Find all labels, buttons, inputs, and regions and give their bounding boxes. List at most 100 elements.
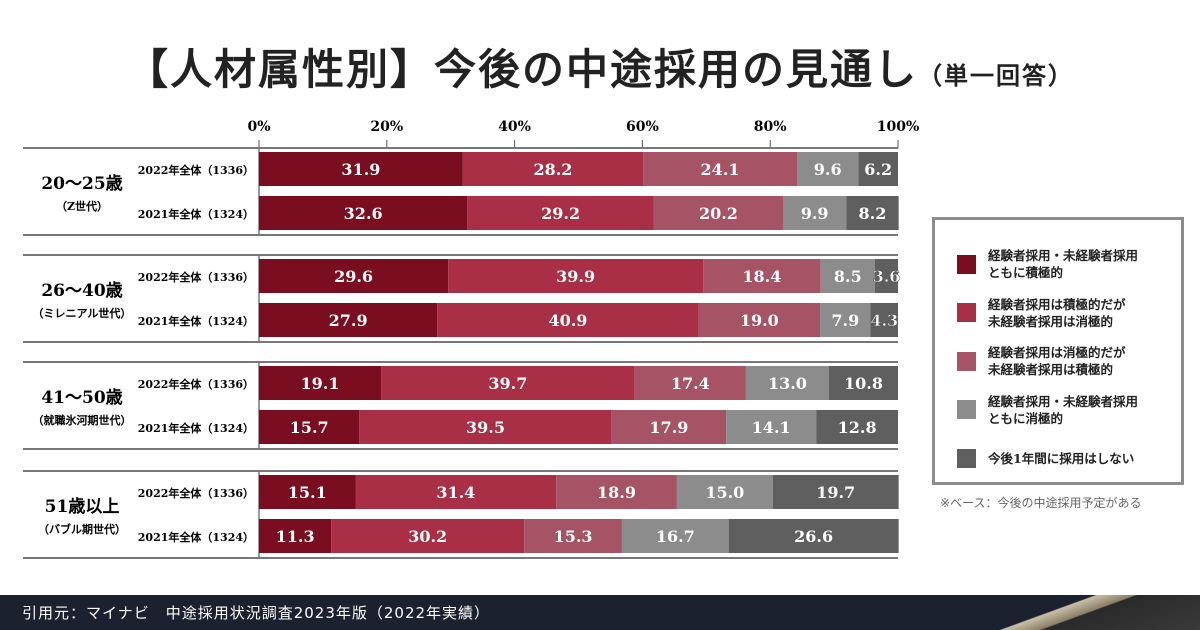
base-note: ※ベース：今後の中途採用予定がある: [940, 496, 1142, 510]
x-tick-label: 40%: [498, 119, 531, 135]
row-label: 2021年全体（1324）: [138, 421, 254, 435]
legend-label: 経験者採用・未経験者採用 ともに積極的: [988, 248, 1139, 281]
bar-value-label: 7.9: [831, 311, 859, 330]
bar-value-label: 4.3: [870, 311, 898, 330]
legend-item: 今後1年間に採用はしない: [957, 434, 1181, 483]
legend-label: 今後1年間に採用はしない: [988, 450, 1135, 466]
bar-segment: [782, 196, 847, 230]
bar-segment: [874, 259, 898, 293]
bar-value-label: 30.2: [408, 527, 447, 546]
row-label: 2022年全体（1336）: [138, 486, 254, 500]
legend-label: 経験者採用・未経験者採用 ともに消極的: [988, 393, 1139, 426]
bar-segment: [745, 366, 829, 400]
bar-segment: [820, 303, 871, 337]
legend-item: 経験者採用は積極的だが 未経験者採用は消極的: [957, 289, 1181, 338]
bar-value-label: 8.2: [859, 204, 887, 223]
row-label: 2022年全体（1336）: [138, 163, 254, 177]
bar-segment: [259, 303, 438, 337]
bar-value-label: 11.3: [276, 527, 315, 546]
bar-value-label: 28.2: [533, 160, 572, 179]
legend: 経験者採用・未経験者採用 ともに積極的 経験者採用は積極的だが 未経験者採用は消極的…: [932, 217, 1184, 485]
bar-segment: [259, 259, 449, 293]
bar-segment: [331, 519, 525, 553]
bar-value-label: 9.6: [814, 160, 842, 179]
bar-segment: [524, 519, 622, 553]
bar-segment: [448, 259, 704, 293]
bar-value-label: 27.9: [329, 311, 368, 330]
bar-value-label: 39.5: [466, 418, 505, 437]
legend-item: 経験者採用・未経験者採用 ともに消極的: [957, 386, 1181, 435]
bar-value-label: 17.9: [649, 418, 688, 437]
bar-value-label: 14.1: [752, 418, 791, 437]
bar-segment: [556, 475, 677, 509]
stacked-bar-chart: 0% 20% 40% 60% 80% 100% 20～25歳 （Z世代） 2022年全体（133…: [23, 119, 919, 559]
bar-segment: [820, 259, 875, 293]
x-tick-label: 60%: [626, 119, 659, 135]
bar-segment: [797, 152, 859, 186]
bar-segment: [437, 303, 699, 337]
bar-value-label: 19.7: [816, 483, 855, 502]
bar-segment: [467, 196, 654, 230]
bar-segment: [359, 410, 612, 444]
bar-value-label: 16.7: [656, 527, 695, 546]
legend-item: 経験者採用は消極的だが 未経験者採用は積極的: [957, 337, 1181, 386]
decorative-stripe: [960, 595, 1200, 630]
subtitle-text: （単一回答）: [918, 61, 1074, 90]
bar-value-label: 6.2: [864, 160, 892, 179]
legend-swatch: [957, 400, 976, 420]
bar-segment: [676, 475, 773, 509]
bar-segment: [611, 410, 727, 444]
bar-value-label: 31.9: [341, 160, 380, 179]
bar-segment: [653, 196, 783, 230]
bar-segment: [816, 410, 898, 444]
bar-segment: [634, 366, 746, 400]
bar-segment: [643, 152, 798, 186]
bar-value-label: 39.7: [488, 374, 527, 393]
bar-value-label: 15.3: [554, 527, 593, 546]
bar-value-label: 9.9: [801, 204, 829, 223]
bar-value-label: 19.0: [740, 311, 779, 330]
bar-value-label: 13.0: [768, 374, 807, 393]
legend-swatch: [957, 351, 976, 371]
bar-segment: [259, 152, 463, 186]
bar-value-label: 29.6: [334, 267, 373, 286]
legend-item: 経験者採用・未経験者採用 ともに積極的: [957, 240, 1181, 289]
legend-label: 経験者採用は消極的だが 未経験者採用は積極的: [988, 345, 1126, 378]
bar-segment: [462, 152, 644, 186]
chart-title: 【人材属性別】今後の中途採用の見通し（単一回答）: [0, 36, 1200, 97]
bar-value-label: 15.7: [290, 418, 329, 437]
bar-segment: [772, 475, 899, 509]
bar-segment: [381, 366, 635, 400]
bar-segment: [846, 196, 899, 230]
group-sublabel: （ミレニアル世代）: [33, 306, 132, 320]
bar-segment: [728, 519, 899, 553]
bar-value-label: 40.9: [548, 311, 587, 330]
group-sublabel: （Z世代）: [56, 199, 108, 213]
bar-value-label: 29.2: [541, 204, 580, 223]
x-tick-label: 20%: [370, 119, 403, 135]
bar-value-label: 31.4: [436, 483, 475, 502]
x-tick-label: 0%: [247, 119, 270, 135]
bar-segment: [259, 519, 332, 553]
row-label: 2022年全体（1336）: [138, 270, 254, 284]
group-label: 20～25歳: [41, 173, 122, 194]
row-label: 2021年全体（1324）: [138, 314, 254, 328]
bar-value-label: 3.6: [873, 267, 901, 286]
legend-swatch: [957, 254, 976, 274]
bar-segment: [828, 366, 898, 400]
group-sublabel: （バブル期世代）: [38, 522, 126, 536]
bar-segment: [858, 152, 898, 186]
row-label: 2022年全体（1336）: [138, 377, 254, 391]
bar-value-label: 18.9: [597, 483, 636, 502]
bar-value-label: 15.1: [288, 483, 327, 502]
bar-value-label: 8.5: [834, 267, 862, 286]
group-label: 26～40歳: [41, 280, 122, 301]
bar-value-label: 20.2: [699, 204, 738, 223]
bar-segment: [355, 475, 557, 509]
bar-segment: [621, 519, 729, 553]
bar-segment: [703, 259, 821, 293]
legend-swatch: [957, 448, 976, 468]
bar-segment: [259, 196, 468, 230]
bar-segment: [698, 303, 821, 337]
bar-segment: [870, 303, 898, 337]
